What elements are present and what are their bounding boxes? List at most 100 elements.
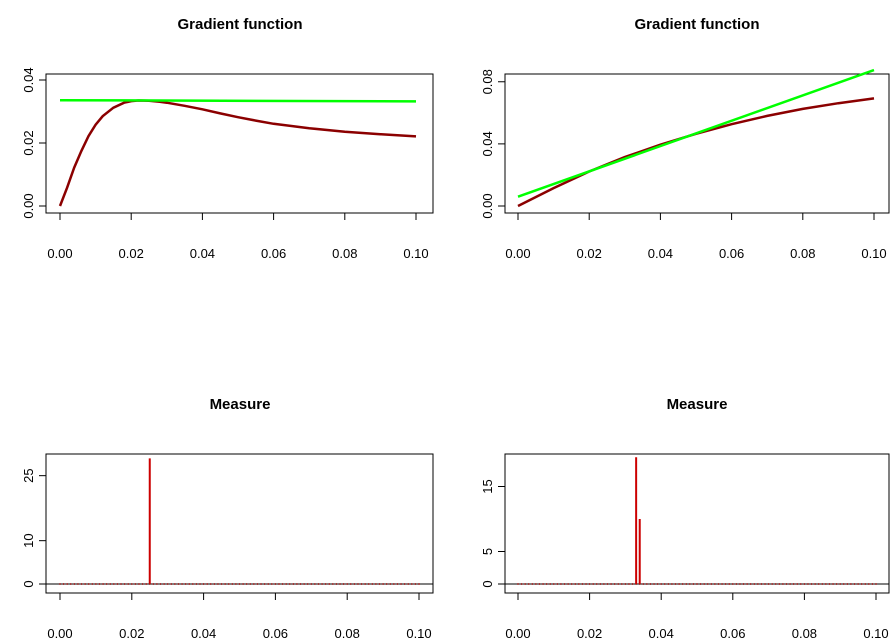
y-tick-label: 0.00 <box>480 193 495 218</box>
baseline-point <box>771 583 774 585</box>
baseline-point <box>563 583 566 585</box>
series-line-2 <box>59 98 417 103</box>
baseline-point <box>296 583 298 585</box>
baseline-point <box>245 583 248 585</box>
x-tick-label: 0.00 <box>505 626 530 640</box>
baseline-point <box>560 583 562 585</box>
baseline-point <box>349 583 352 585</box>
plot-frame <box>45 453 434 594</box>
baseline-point <box>867 583 870 585</box>
x-tick-label: 0.00 <box>47 246 72 261</box>
baseline-point <box>339 583 341 585</box>
baseline-point <box>378 583 381 585</box>
baseline-point <box>860 583 863 585</box>
baseline-point <box>549 583 552 585</box>
baseline-point <box>120 583 122 585</box>
baseline-point <box>688 583 691 585</box>
baseline-point <box>807 583 809 585</box>
baseline-point <box>385 583 388 585</box>
baseline-point <box>520 583 523 585</box>
plot-frame <box>504 453 890 594</box>
baseline-point <box>552 583 555 585</box>
panel-gradient-left: Gradient function 0.00 0.02 0.04 0.06 0.08 0.… <box>21 16 434 261</box>
baseline-point <box>610 583 612 585</box>
panel-measure-left: Measure 0.00 0.02 0.04 0.06 0.08 0.10 0 10 25 <box>21 396 434 640</box>
panel-gradient-right: Gradient function 0.00 0.02 0.04 0.06 0.08 0.… <box>480 16 890 261</box>
baseline-point <box>138 583 140 585</box>
baseline-point <box>617 583 620 585</box>
baseline-point <box>817 583 820 585</box>
baseline-point <box>663 583 666 585</box>
baseline-point <box>181 583 183 585</box>
baseline-point <box>556 583 559 585</box>
baseline-point <box>260 583 262 585</box>
panel-title: Measure <box>667 396 728 413</box>
baseline-point <box>577 583 580 585</box>
baseline-point <box>263 583 266 585</box>
x-tick-label: 0.08 <box>792 626 817 640</box>
baseline-point <box>864 583 867 585</box>
x-tick-label: 0.02 <box>577 626 602 640</box>
baseline-point <box>706 583 709 585</box>
baseline-point <box>177 583 180 585</box>
baseline-point <box>77 583 79 585</box>
panel-title: Gradient function <box>178 16 303 33</box>
baseline-point <box>84 583 87 585</box>
baseline-point <box>224 583 227 585</box>
baseline-point <box>660 583 663 585</box>
baseline-point <box>278 583 280 585</box>
baseline-point <box>724 583 727 585</box>
baseline-point <box>599 583 602 585</box>
baseline-point <box>227 583 230 585</box>
x-tick-label: 0.02 <box>119 626 144 640</box>
baseline-point <box>767 583 770 585</box>
baseline-point <box>645 583 648 585</box>
baseline-point <box>285 583 288 585</box>
baseline-point <box>410 583 413 585</box>
baseline-point <box>678 583 680 585</box>
baseline-point <box>59 583 61 585</box>
baseline-point <box>799 583 802 585</box>
baseline-point <box>102 583 104 585</box>
baseline-point <box>252 583 255 585</box>
baseline-point <box>667 583 670 585</box>
baseline-point <box>249 583 252 585</box>
baseline-point <box>235 583 237 585</box>
x-tick-label: 0.04 <box>648 246 673 261</box>
baseline-point <box>803 583 806 585</box>
baseline-point <box>624 583 627 585</box>
x-tick-label: 0.06 <box>720 626 745 640</box>
baseline-point <box>231 583 234 585</box>
baseline-point <box>80 583 83 585</box>
baseline-point <box>299 583 302 585</box>
baseline-point <box>403 583 406 585</box>
baseline-point <box>66 583 69 585</box>
baseline-point <box>592 583 595 585</box>
baseline-point <box>73 583 76 585</box>
baseline-point <box>875 583 877 585</box>
baseline-point <box>753 583 756 585</box>
baseline-point <box>238 583 241 585</box>
x-tick-label: 0.00 <box>47 626 72 640</box>
baseline-point <box>656 583 659 585</box>
baseline-point <box>407 583 410 585</box>
baseline-point <box>270 583 273 585</box>
baseline-point <box>792 583 795 585</box>
x-tick-label: 0.08 <box>790 246 815 261</box>
baseline-point <box>112 583 115 585</box>
baseline-point <box>739 583 741 585</box>
baseline-point <box>220 583 223 585</box>
x-tick-label: 0.02 <box>577 246 602 261</box>
baseline-point <box>382 583 384 585</box>
baseline-point <box>206 583 209 585</box>
baseline-point <box>414 583 417 585</box>
y-tick-label: 0.02 <box>21 130 36 155</box>
baseline-point <box>95 583 97 585</box>
y-tick-label: 10 <box>21 533 36 547</box>
baseline-point <box>850 583 852 585</box>
baseline-point <box>400 583 402 585</box>
x-tick-label: 0.02 <box>119 246 144 261</box>
baseline-point <box>574 583 577 585</box>
baseline-point <box>213 583 216 585</box>
baseline-point <box>603 583 605 585</box>
